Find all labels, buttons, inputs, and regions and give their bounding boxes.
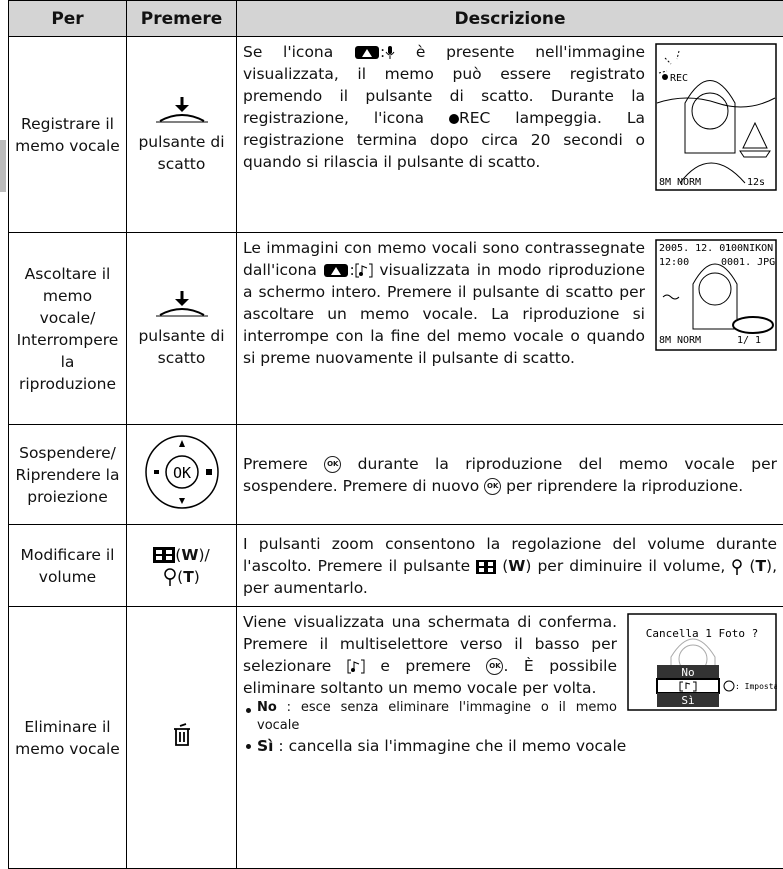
header-cell: Per bbox=[9, 1, 127, 37]
multiselector: OK bbox=[144, 434, 220, 510]
voice-memo-icon bbox=[347, 659, 365, 674]
screen-text: 12:00 bbox=[659, 257, 689, 268]
text: per riprendere la riproduzione. bbox=[506, 477, 743, 495]
screen-text: 12s bbox=[747, 177, 765, 188]
text: W bbox=[508, 557, 525, 575]
text: T bbox=[183, 568, 194, 586]
text: W bbox=[181, 546, 198, 564]
cell-descrizione: REC 8M NORM 12s Se l'icona : è presente … bbox=[237, 37, 783, 233]
cell-premere: (W)/ (T) bbox=[127, 525, 237, 607]
page-tab bbox=[0, 140, 6, 192]
mic-icon bbox=[385, 45, 395, 60]
row: Ascoltare il memo vocale/ Interrompere l… bbox=[9, 233, 783, 425]
ok-label: OK bbox=[172, 464, 190, 482]
cell-premere: pulsante di scatto bbox=[127, 233, 237, 425]
shutter-icon bbox=[154, 95, 210, 125]
cell-per: Modificare il volume bbox=[9, 525, 127, 607]
button-label: pulsante di scatto bbox=[133, 325, 230, 369]
screen: REC 8M NORM 12s bbox=[655, 43, 777, 191]
rec-dot bbox=[449, 114, 459, 124]
screen-text: 1/ 1 bbox=[737, 335, 761, 346]
text: T bbox=[755, 557, 766, 575]
text: ) bbox=[194, 568, 200, 586]
bullet-list: No : esce senza eliminare l'immagine o i… bbox=[243, 699, 777, 757]
screen: Cancella 1 Foto ? No Sì : Imposta bbox=[627, 613, 777, 711]
bullet-term: No bbox=[257, 700, 277, 715]
header-cell: Premere bbox=[127, 1, 237, 37]
zoom-w-icon bbox=[476, 560, 496, 574]
zoom-w-icon bbox=[153, 547, 175, 563]
table: Per Premere Descrizione Registrare il me… bbox=[8, 0, 783, 869]
screen-text: 0001. JPG bbox=[721, 257, 775, 268]
cell-premere bbox=[127, 607, 237, 869]
screen-text: 2005. 12. 01 bbox=[659, 243, 731, 254]
playback-icon bbox=[354, 45, 380, 60]
text: Se l'icona bbox=[243, 43, 333, 61]
row: Modificare il volume (W)/ (T) I pulsanti… bbox=[9, 525, 783, 607]
bullet: No : esce senza eliminare l'immagine o i… bbox=[257, 699, 777, 735]
screen-text: No bbox=[681, 666, 694, 679]
cell-per: Registrare il memo vocale bbox=[9, 37, 127, 233]
cell-per: Ascoltare il memo vocale/ Interrompere l… bbox=[9, 233, 127, 425]
ok-icon: OK bbox=[484, 478, 501, 495]
zoom-t-icon bbox=[163, 568, 177, 586]
voice-memo-icon bbox=[355, 263, 373, 278]
row: Sospendere/ Riprendere la proiezione OK … bbox=[9, 425, 783, 525]
zoom-t-icon bbox=[731, 559, 743, 575]
header-cell: Descrizione bbox=[237, 1, 783, 37]
screen-text: REC bbox=[670, 73, 688, 84]
cell-descrizione: Premere OK durante la riproduzione del m… bbox=[237, 425, 783, 525]
screen-text: NORM bbox=[677, 177, 701, 188]
text: ) per diminuire il volume, bbox=[525, 557, 725, 575]
cell-premere: OK bbox=[127, 425, 237, 525]
screen: 2005. 12. 01 100NIKON 12:00 0001. JPG 8M… bbox=[655, 239, 777, 351]
bullet-text: : cancella sia l'immagine che il memo vo… bbox=[278, 737, 626, 755]
bullet: Sì : cancella sia l'immagine che il memo… bbox=[257, 735, 777, 757]
ok-icon: OK bbox=[324, 456, 341, 473]
screen-text: : Imposta bbox=[735, 682, 777, 691]
bullet-term: Sì bbox=[257, 737, 273, 755]
text: REC bbox=[459, 109, 490, 127]
screen-text: NORM bbox=[677, 335, 701, 346]
cell-descrizione: I pulsanti zoom consentono la regolazion… bbox=[237, 525, 783, 607]
cell-descrizione: Cancella 1 Foto ? No Sì : Imposta Viene … bbox=[237, 607, 783, 869]
ok-icon: OK bbox=[486, 658, 503, 675]
text: )/ bbox=[198, 546, 209, 564]
playback-icon bbox=[323, 263, 349, 278]
cell-per: Eliminare il memo vocale bbox=[9, 607, 127, 869]
text: e premere bbox=[380, 657, 471, 675]
bullet-text: : esce senza eliminare l'immagine o il m… bbox=[257, 700, 617, 733]
row: Eliminare il memo vocale Cancella 1 Foto… bbox=[9, 607, 783, 869]
cell-descrizione: 2005. 12. 01 100NIKON 12:00 0001. JPG 8M… bbox=[237, 233, 783, 425]
screen-text: 100NIKON bbox=[725, 243, 773, 254]
screen-text: 8M bbox=[659, 335, 671, 346]
cell-premere: pulsante di scatto bbox=[127, 37, 237, 233]
shutter-icon bbox=[154, 289, 210, 319]
screen-text: 8M bbox=[659, 177, 671, 188]
cell-per: Sospendere/ Riprendere la proiezione bbox=[9, 425, 127, 525]
header-row: Per Premere Descrizione bbox=[9, 1, 783, 37]
row: Registrare il memo vocale pulsante di sc… bbox=[9, 37, 783, 233]
text: Premere bbox=[243, 455, 308, 473]
button-label: pulsante di scatto bbox=[133, 131, 230, 175]
delete-icon bbox=[172, 723, 192, 747]
screen-text: Cancella 1 Foto ? bbox=[646, 627, 759, 640]
